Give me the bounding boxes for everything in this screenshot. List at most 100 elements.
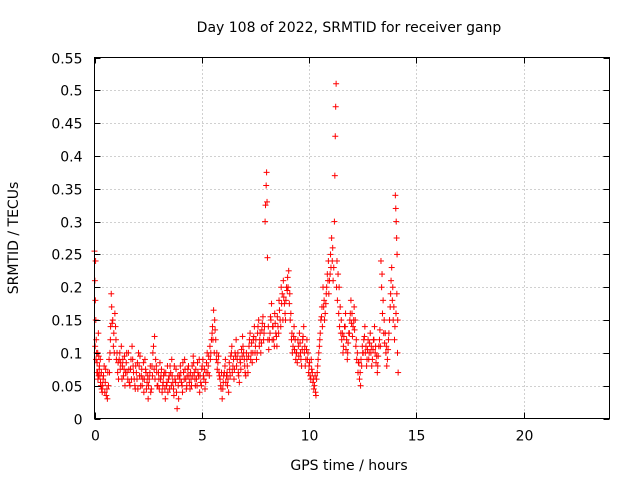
data-point [145, 382, 152, 389]
data-point [104, 395, 111, 402]
data-point [241, 356, 248, 363]
data-point [342, 323, 349, 330]
data-point [258, 326, 265, 333]
data-point [224, 369, 231, 376]
x-tick-label: 10 [301, 429, 319, 445]
x-tick-labels: 0 5 10 15 20 [91, 429, 533, 445]
data-point [257, 330, 264, 337]
data-point [145, 395, 152, 402]
data-point [300, 323, 307, 330]
data-point [350, 323, 357, 330]
data-point [264, 254, 271, 261]
data-point [127, 366, 134, 373]
data-point [182, 366, 189, 373]
data-point [293, 349, 300, 356]
data-point [156, 359, 163, 366]
data-point [334, 297, 341, 304]
data-point [102, 366, 109, 373]
data-point [349, 333, 356, 340]
data-point [178, 379, 185, 386]
data-point [391, 323, 398, 330]
data-point [111, 310, 118, 317]
data-point [186, 379, 193, 386]
data-point [95, 330, 102, 337]
data-point [262, 202, 269, 209]
data-point [136, 353, 143, 360]
data-point [147, 389, 154, 396]
data-point [328, 235, 335, 241]
data-point [385, 330, 392, 337]
data-point [154, 382, 161, 389]
data-point [380, 330, 387, 337]
data-point [316, 336, 323, 343]
data-point [96, 362, 103, 369]
data-point [239, 353, 246, 360]
data-point [152, 356, 159, 363]
data-point [254, 349, 261, 356]
data-point [99, 382, 106, 389]
data-point [160, 372, 167, 379]
data-point [272, 320, 279, 327]
data-point [235, 372, 242, 379]
data-point [108, 303, 115, 310]
data-point [380, 297, 387, 304]
data-point [94, 376, 101, 383]
data-point [285, 284, 292, 291]
data-point [237, 366, 244, 373]
data-point [279, 290, 286, 297]
data-point [239, 343, 246, 350]
data-point [159, 389, 166, 396]
data-point [255, 317, 262, 324]
data-point [375, 353, 382, 360]
data-point [263, 182, 270, 189]
data-point [347, 310, 354, 317]
data-point [238, 346, 245, 353]
y-tick-label: 0.55 [51, 52, 82, 68]
data-point [313, 376, 320, 383]
data-point [365, 336, 372, 343]
data-point [271, 310, 278, 317]
data-point [179, 389, 186, 396]
data-point [325, 290, 332, 297]
data-point [130, 369, 137, 376]
data-point [129, 356, 136, 363]
data-point [151, 333, 158, 340]
data-point [104, 369, 111, 376]
data-point [393, 235, 400, 241]
y-tick-label: 0.45 [51, 117, 82, 133]
data-point [295, 353, 302, 360]
data-point [391, 336, 398, 343]
data-point [119, 356, 126, 363]
data-point [351, 326, 358, 333]
data-point [183, 385, 190, 392]
data-point [284, 274, 291, 281]
data-point [329, 257, 336, 264]
data-point [286, 290, 293, 297]
x-tick-label: 5 [198, 429, 207, 445]
data-point [383, 362, 390, 369]
data-point [269, 336, 276, 343]
data-point [220, 372, 227, 379]
data-point [112, 323, 119, 330]
data-point [311, 382, 318, 389]
data-point [297, 340, 304, 347]
data-point [385, 346, 392, 353]
data-point [175, 395, 182, 402]
data-point [274, 313, 281, 320]
data-point [263, 169, 270, 176]
data-point [371, 323, 378, 330]
data-point [361, 333, 368, 340]
x-tick-label: 20 [516, 429, 534, 445]
data-point [276, 297, 283, 304]
data-point [134, 385, 141, 392]
data-point [117, 359, 124, 366]
data-point [214, 366, 221, 373]
data-point [236, 379, 243, 386]
data-point [219, 385, 226, 392]
y-tick-label: 0.05 [51, 380, 82, 396]
data-point [230, 356, 237, 363]
data-point [368, 362, 375, 369]
data-point [303, 346, 310, 353]
data-point [307, 376, 314, 383]
data-point [340, 343, 347, 350]
